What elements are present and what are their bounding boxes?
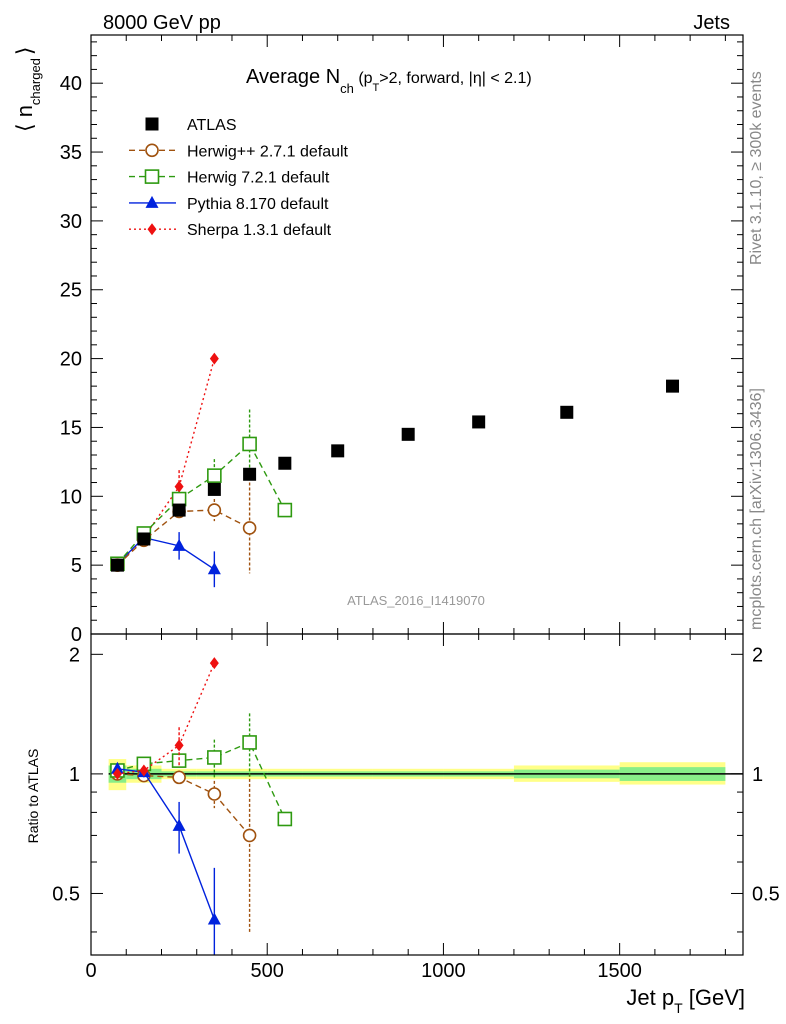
main-point-atlas [243, 467, 257, 481]
ratio-line-sherpa-1-3-1-default [117, 662, 215, 775]
main-point-atlas [172, 503, 186, 517]
ratio-y-tick-label-right: 2 [752, 644, 763, 666]
ratio-y-tick-label: 0.5 [52, 883, 80, 905]
header-left: 8000 GeV pp [103, 12, 221, 34]
ratio-series-herwig-2-7-1-default [110, 767, 257, 932]
main-y-tick-label: 15 [60, 417, 82, 439]
main-line-sherpa-1-3-1-default [116, 358, 216, 566]
ratio-point-pythia-8-170-default [172, 818, 186, 831]
ratio-panel-content [108, 657, 743, 955]
main-point-atlas [207, 482, 221, 496]
main-point-atlas [472, 415, 486, 429]
legend-marker-atlas [145, 117, 159, 131]
ratio-y-tick-label: 2 [69, 644, 80, 666]
x-tick-label: 1000 [421, 960, 466, 982]
legend-label-atlas: ATLAS [187, 117, 237, 134]
legend: ATLAS Herwig++ 2.7.1 default Herwig 7.2.1 … [129, 117, 349, 239]
main-point-atlas [666, 379, 680, 393]
header-right: Jets [693, 12, 730, 34]
ratio-point-pythia-8-170-default [207, 912, 221, 925]
main-title: Average Nch (pT>2, forward, |η| < 2.1) [246, 66, 532, 96]
legend-marker-herwig-2-7-1-default [145, 143, 159, 158]
ratio-ylabel: Ratio to ATLAS [25, 749, 41, 844]
ratio-point-herwig-2-7-1-default [242, 828, 257, 843]
ratio-series-sherpa-1-3-1-default [112, 657, 219, 780]
legend-marker-sherpa-1-3-1-default [147, 223, 157, 236]
main-series-herwig-7-2-1-default [110, 409, 293, 572]
ratio-point-herwig-2-7-1-default [207, 787, 222, 801]
main-point-herwig-2-7-1-default [207, 503, 222, 517]
ratio-y-tick-label: 1 [69, 764, 80, 786]
main-point-atlas [110, 558, 124, 572]
ratio-point-sherpa-1-3-1-default [209, 657, 219, 670]
legend-marker-herwig-7-2-1-default [144, 169, 160, 184]
main-y-tick-label: 30 [60, 211, 82, 233]
main-point-herwig-7-2-1-default [277, 502, 293, 518]
ratio-point-herwig-2-7-1-default [172, 770, 186, 785]
ratio-point-herwig-7-2-1-default [242, 735, 257, 750]
main-y-tick-label: 40 [60, 73, 82, 95]
analysis-watermark: ATLAS_2016_I1419070 [347, 593, 485, 608]
main-point-atlas [560, 405, 574, 419]
ratio-point-sherpa-1-3-1-default [174, 739, 184, 752]
main-point-pythia-8-170-default [207, 562, 221, 575]
ratio-panel-frame [90, 633, 744, 956]
x-tick-label: 0 [85, 960, 96, 982]
legend-label-herwig-7-2-1-default: Herwig 7.2.1 default [187, 170, 330, 187]
legend-label-herwig-2-7-1-default: Herwig++ 2.7.1 default [187, 143, 349, 160]
ratio-y-tick-label-right: 1 [752, 764, 763, 786]
ratio-line-herwig-2-7-1-default [117, 773, 251, 836]
main-y-tick-label: 25 [60, 280, 82, 302]
main-point-atlas [137, 532, 151, 546]
main-y-tick-label: 20 [60, 349, 82, 371]
main-panel-content [110, 352, 680, 588]
x-axis-label: Jet pT [GeV] [626, 985, 745, 1016]
ratio-line-pythia-8-170-default [117, 768, 216, 920]
main-point-herwig-7-2-1-default [242, 436, 257, 452]
ratio-point-herwig-7-2-1-default [207, 750, 222, 765]
main-series-atlas [110, 379, 680, 572]
main-point-herwig-7-2-1-default [207, 468, 222, 483]
main-point-atlas [278, 456, 292, 470]
main-line-pythia-8-170-default [116, 536, 215, 570]
rivet-version-label: Rivet 3.1.10, ≥ 300k events [748, 71, 765, 265]
ratio-y-tick-label-right: 0.5 [752, 883, 780, 905]
main-series-pythia-8-170-default [110, 530, 221, 588]
main-y-tick-label: 0 [71, 624, 82, 646]
main-point-atlas [401, 427, 415, 441]
x-tick-label: 1500 [597, 960, 642, 982]
main-point-atlas [331, 444, 345, 458]
ratio-point-sherpa-1-3-1-default [139, 764, 149, 777]
main-y-tick-label: 35 [60, 142, 82, 164]
ratio-series-pythia-8-170-default [110, 761, 221, 955]
main-series-sherpa-1-3-1-default [112, 352, 219, 572]
x-tick-label: 500 [251, 960, 284, 982]
main-point-sherpa-1-3-1-default [209, 352, 219, 365]
main-point-herwig-2-7-1-default [242, 521, 257, 535]
ratio-point-herwig-7-2-1-default [277, 811, 293, 827]
ratio-point-pythia-8-170-default [110, 761, 124, 774]
mcplots-label: mcplots.cern.ch [arXiv:1306.3436] [748, 388, 765, 630]
main-y-tick-label: 5 [71, 555, 82, 577]
main-point-sherpa-1-3-1-default [174, 480, 184, 493]
legend-label-pythia-8-170-default: Pythia 8.170 default [187, 196, 329, 213]
ratio-point-sherpa-1-3-1-default [112, 767, 122, 780]
legend-label-sherpa-1-3-1-default: Sherpa 1.3.1 default [187, 222, 332, 239]
legend-marker-pythia-8-170-default [145, 195, 159, 208]
main-point-pythia-8-170-default [172, 538, 186, 551]
main-ylabel: ⟨ ncharged⟩ [12, 46, 43, 132]
main-y-tick-label: 10 [60, 486, 82, 508]
panel-frames: 0 500 1000 1500 0 5 10 15 20 25 30 35 40 0.5 0.5 1 1 2 2 [52, 34, 780, 982]
